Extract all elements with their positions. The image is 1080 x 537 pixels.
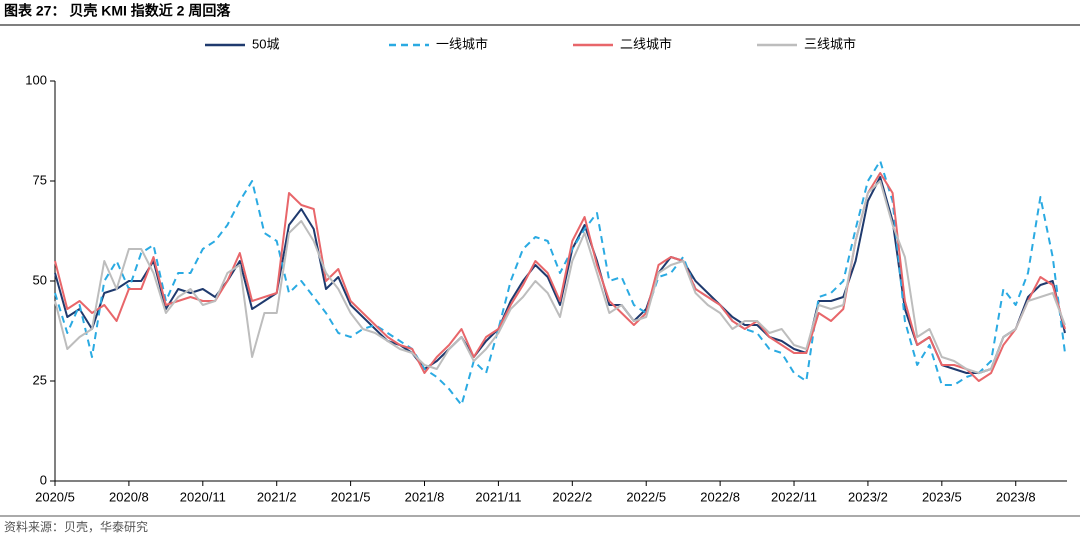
y-tick-label: 0 bbox=[40, 472, 47, 487]
source: 资料来源：贝壳，华泰研究 bbox=[4, 519, 148, 534]
legend-label: 三线城市 bbox=[804, 36, 856, 51]
x-tick-label: 2023/8 bbox=[996, 489, 1036, 504]
x-tick-label: 2022/2 bbox=[552, 489, 592, 504]
legend-label: 二线城市 bbox=[620, 36, 672, 51]
y-tick-label: 25 bbox=[33, 372, 47, 387]
x-tick-label: 2021/11 bbox=[475, 489, 521, 504]
x-tick-label: 2023/5 bbox=[922, 489, 962, 504]
series-line bbox=[54, 172, 1066, 382]
x-tick-label: 2021/8 bbox=[405, 489, 445, 504]
y-tick-label: 75 bbox=[33, 172, 47, 187]
chart-title: 图表 27： 贝壳 KMI 指数近 2 周回落 bbox=[4, 3, 231, 19]
x-tick-label: 2023/2 bbox=[848, 489, 888, 504]
x-tick-label: 2021/2 bbox=[257, 489, 297, 504]
x-tick-label: 2021/5 bbox=[331, 489, 371, 504]
x-tick-label: 2022/5 bbox=[626, 489, 666, 504]
x-tick-label: 2020/5 bbox=[35, 489, 75, 504]
legend-label: 一线城市 bbox=[436, 36, 488, 51]
series-line bbox=[54, 180, 1066, 374]
x-tick-label: 2020/8 bbox=[109, 489, 149, 504]
x-tick-label: 2020/11 bbox=[180, 489, 226, 504]
legend-label: 50城 bbox=[252, 36, 279, 51]
series-line bbox=[54, 160, 1066, 406]
y-tick-label: 50 bbox=[33, 272, 47, 287]
y-tick-label: 100 bbox=[25, 72, 47, 87]
series-line bbox=[54, 176, 1066, 374]
x-tick-label: 2022/11 bbox=[771, 489, 817, 504]
x-tick-label: 2022/8 bbox=[700, 489, 740, 504]
